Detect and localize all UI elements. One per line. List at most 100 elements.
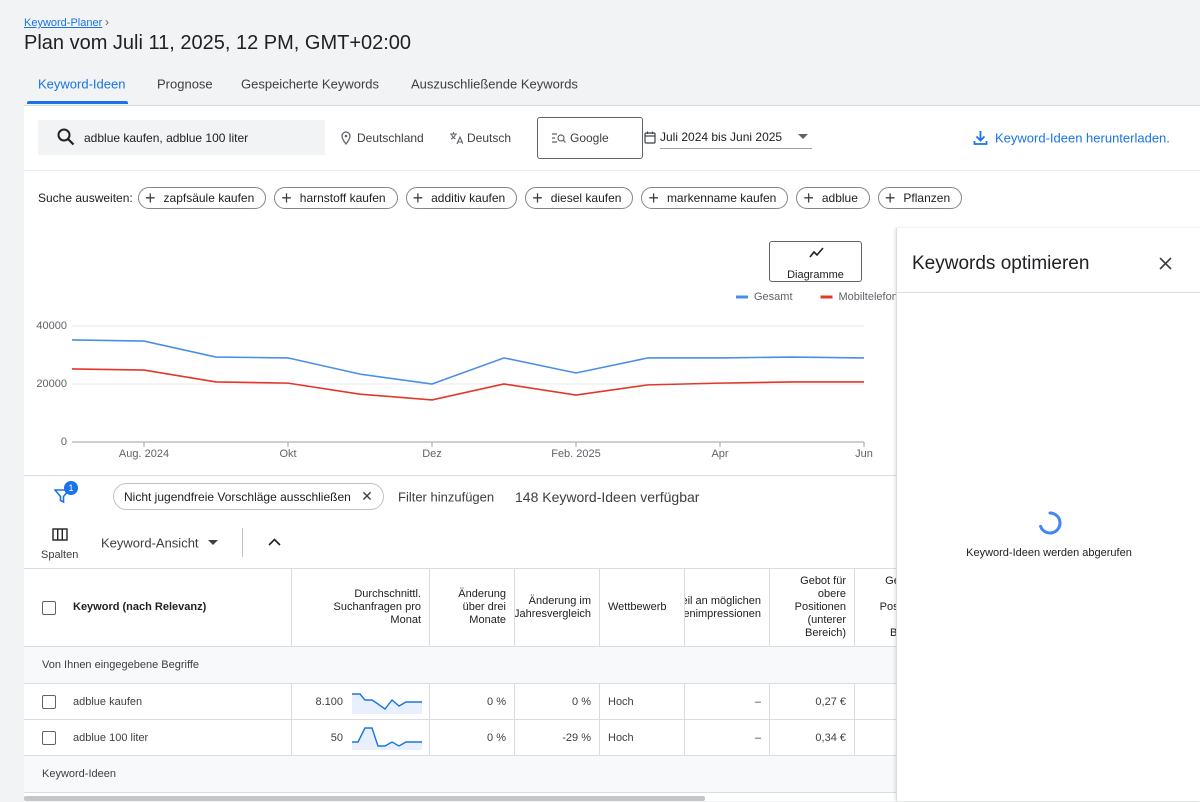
- chip-label: adblue: [821, 191, 858, 205]
- panel-title: Keywords optimieren: [912, 253, 1090, 274]
- suggestion-chip[interactable]: + additiv kaufen: [405, 187, 518, 209]
- column-header[interactable]: Anteil an möglichen Anzeigenimpressionen: [685, 569, 770, 646]
- search-box[interactable]: [38, 120, 325, 155]
- breadcrumb[interactable]: Keyword-Planer: [24, 17, 103, 29]
- tab[interactable]: Keyword-Ideen: [38, 76, 126, 92]
- search-query[interactable]: adblue kaufen, adblue 100 liter: [84, 131, 249, 145]
- table-cell: 50: [292, 720, 430, 755]
- plus-icon: +: [281, 188, 292, 208]
- series-line: [71, 368, 864, 401]
- tab[interactable]: Prognose: [157, 76, 213, 92]
- table-cell: 8.100: [292, 684, 430, 719]
- plus-icon: +: [803, 188, 814, 208]
- tab[interactable]: Gespeicherte Keywords: [241, 76, 380, 92]
- chip-label: Pflanzen: [903, 191, 951, 205]
- chip-label: zapfsäule kaufen: [163, 191, 255, 205]
- column-header[interactable]: Wettbewerb: [600, 569, 685, 646]
- table-cell: 0 %: [430, 684, 515, 719]
- table-cell: 0 %: [430, 720, 515, 755]
- table-cell: –: [685, 720, 770, 755]
- x-tick-label: Apr: [711, 448, 728, 460]
- calendar-icon: [644, 131, 656, 144]
- dropdown-arrow: [798, 134, 808, 139]
- suggestion-chip[interactable]: + adblue: [796, 187, 870, 209]
- dropdown-arrow: [208, 540, 218, 545]
- column-header[interactable]: Gebot für obere Positionen (unterer Bere…: [770, 569, 855, 646]
- series-line: [71, 339, 865, 385]
- select-all[interactable]: [42, 601, 56, 615]
- table-cell: 0,27 €: [770, 684, 855, 719]
- plus-icon: +: [532, 188, 543, 208]
- location-icon: [341, 131, 351, 145]
- table-cell: adblue 100 liter: [24, 720, 292, 755]
- chip-label: markenname kaufen: [666, 191, 777, 205]
- language-icon: [450, 132, 463, 145]
- side-panel: Keywords optimieren Keyword-Ideen werden…: [896, 228, 1200, 801]
- language[interactable]: Deutsch: [467, 131, 512, 145]
- legend-label: Mobiltelefon: [839, 291, 896, 303]
- table-cell: Hoch: [600, 684, 685, 719]
- divider: [242, 528, 243, 557]
- divider: [24, 170, 170, 171]
- column-header[interactable]: Änderung über drei Monate: [430, 569, 515, 646]
- column-header[interactable]: Keyword (nach Relevanz): [24, 569, 292, 646]
- chart-icon: [809, 247, 824, 258]
- table-cell: adblue kaufen: [24, 684, 292, 719]
- column-header-label: Änderung über drei Monate: [458, 588, 506, 626]
- spinner: [1039, 511, 1062, 535]
- x-tick-label: Jun: [855, 448, 873, 460]
- date-underline: [660, 148, 812, 149]
- section-label: Von Ihnen eingegebene Begriffe: [42, 659, 199, 671]
- table-cell: 0 %: [515, 684, 600, 719]
- chip-label: additiv kaufen: [431, 191, 506, 205]
- table-row: [24, 684, 897, 720]
- column-header-label: Keyword (nach Relevanz): [73, 601, 207, 613]
- view-select[interactable]: Keyword-Ansicht: [101, 535, 199, 551]
- suggestion-chip[interactable]: + zapfsäule kaufen: [138, 187, 267, 209]
- suggestion-chip[interactable]: + harnstoff kaufen: [274, 187, 398, 209]
- legend-label: Gesamt: [754, 291, 793, 303]
- collapse-icon[interactable]: [268, 538, 281, 546]
- tab-indicator: [27, 101, 128, 104]
- plus-icon: +: [884, 188, 896, 208]
- close-icon[interactable]: [1159, 257, 1172, 270]
- table-cell: 0,34 €: [770, 720, 855, 755]
- column-header[interactable]: Änderung im Jahresvergleich: [515, 569, 600, 646]
- chart: 0 20000 40000 Aug. 2024 Okt Dez Feb. 2025 Apr Ju…: [36, 291, 896, 460]
- chart-button[interactable]: Diagramme: [769, 241, 862, 282]
- location[interactable]: Deutschland: [357, 131, 424, 145]
- row-checkbox[interactable]: [42, 731, 56, 745]
- column-header-label: Anteil an möglichen Anzeigenimpressionen: [685, 594, 761, 620]
- table-cell: Hoch: [600, 720, 685, 755]
- column-header[interactable]: Gebot für obere Positionen (oberer Berei…: [855, 569, 897, 646]
- row-checkbox[interactable]: [42, 695, 56, 709]
- panel-status: Keyword-Ideen werden abgerufen: [966, 547, 1132, 559]
- network-box[interactable]: [537, 117, 643, 159]
- x-tick-label: Feb. 2025: [551, 448, 601, 460]
- add-filter[interactable]: Filter hinzufügen: [398, 489, 495, 505]
- column-header-label: Gebot für obere Positionen (unterer Bere…: [794, 575, 846, 639]
- network[interactable]: Google: [570, 131, 609, 145]
- page-title: Plan vom Juli 11, 2025, 12 PM, GMT+02:00: [24, 32, 412, 54]
- suggestion-chip[interactable]: + Pflanzen: [877, 187, 963, 209]
- tab[interactable]: Auszuschließende Keywords: [411, 76, 578, 92]
- date-range[interactable]: Juli 2024 bis Juni 2025: [660, 130, 783, 144]
- download-link[interactable]: Keyword-Ideen herunterladen.: [995, 130, 1170, 146]
- download-icon: [973, 131, 988, 145]
- chip-label: diesel kaufen: [550, 191, 622, 205]
- filter-chip[interactable]: Nicht jugendfreie Vorschläge ausschließe…: [113, 483, 384, 510]
- suggestion-chip[interactable]: + markenname kaufen: [641, 187, 789, 209]
- chip-label: harnstoff kaufen: [299, 191, 386, 205]
- plus-icon: +: [648, 188, 659, 208]
- x-tick-label: Aug. 2024: [119, 448, 169, 460]
- column-header-label: Gebot für obere Positionen (oberer Berei…: [879, 575, 897, 639]
- suggestion-chip[interactable]: + diesel kaufen: [525, 187, 634, 209]
- trend-sparkline: [352, 727, 422, 750]
- x-tick-label: Dez: [422, 448, 442, 460]
- column-header[interactable]: Durchschnittl. Suchanfragen pro Monat: [292, 569, 430, 646]
- x-tick-label: Okt: [279, 448, 296, 460]
- columns-icon[interactable]: [52, 528, 68, 541]
- y-tick-label: 20000: [36, 378, 67, 390]
- chip-remove[interactable]: ✕: [361, 488, 373, 504]
